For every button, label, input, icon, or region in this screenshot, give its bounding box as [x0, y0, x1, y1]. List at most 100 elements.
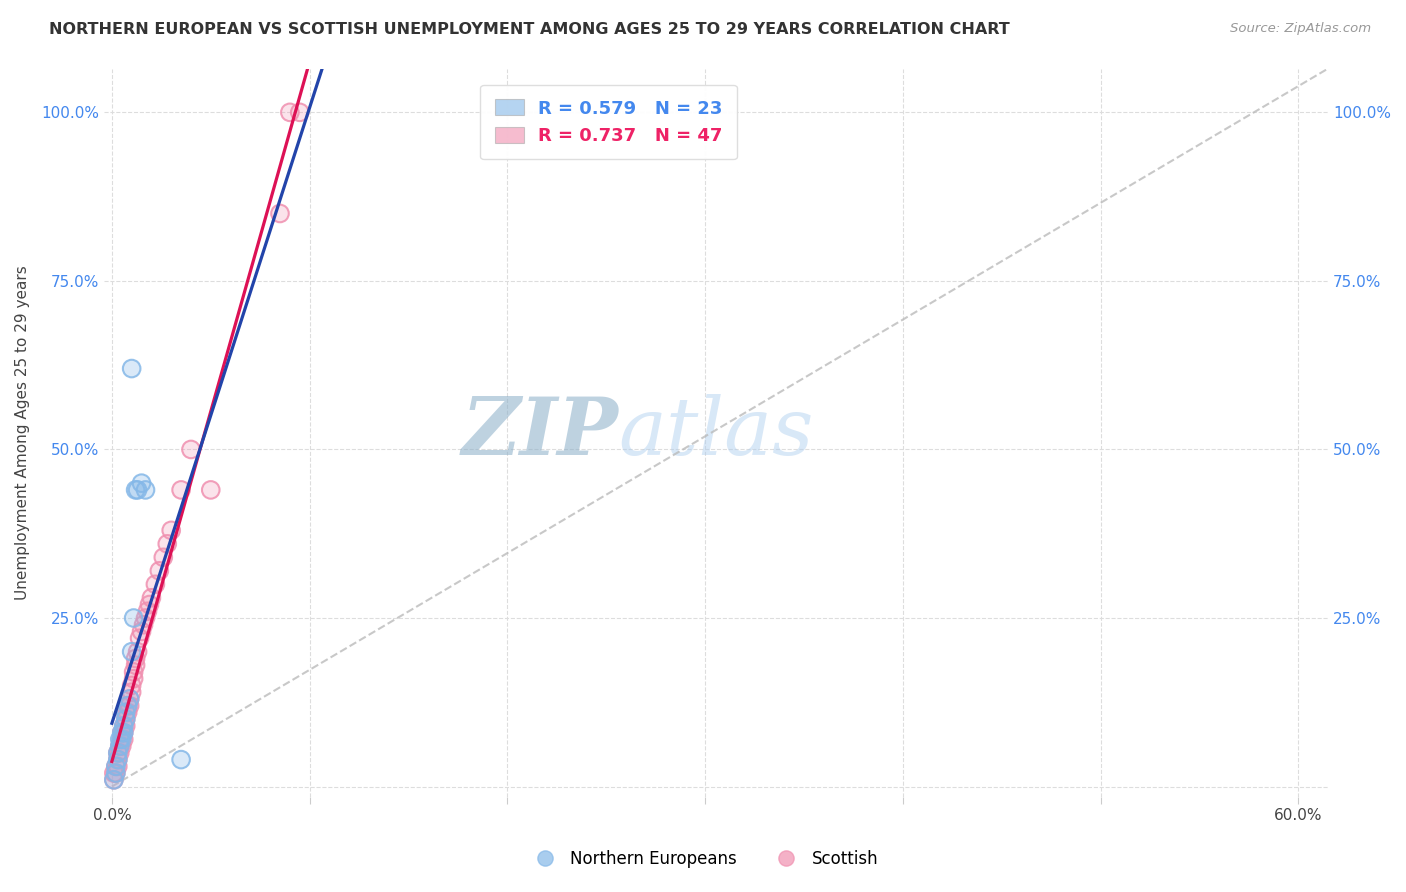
Point [124, 483, 146, 497]
Point [121, 678, 143, 692]
Point [121, 678, 143, 692]
Point [148, 564, 170, 578]
Point [107, 759, 129, 773]
Point [128, 632, 150, 646]
Point [111, 739, 134, 753]
Point [128, 632, 150, 646]
Point [112, 732, 135, 747]
Point [114, 712, 136, 726]
Point [170, 483, 193, 497]
Point [117, 698, 139, 713]
Point [160, 524, 183, 538]
Point [131, 476, 153, 491]
Point [180, 442, 202, 457]
Point [200, 483, 222, 497]
Point [134, 611, 156, 625]
Point [103, 766, 125, 780]
Point [112, 719, 135, 733]
Point [122, 665, 145, 679]
Point [127, 645, 149, 659]
Point [117, 698, 139, 713]
Point [288, 105, 311, 120]
Point [141, 591, 163, 605]
Point [108, 739, 131, 753]
Point [132, 617, 155, 632]
Point [138, 598, 160, 612]
Point [104, 759, 127, 773]
Point [107, 759, 129, 773]
Point [278, 105, 301, 120]
Point [114, 719, 136, 733]
Point [278, 105, 301, 120]
Point [114, 706, 136, 720]
Point [104, 766, 127, 780]
Point [152, 550, 174, 565]
Point [118, 692, 141, 706]
Point [200, 483, 222, 497]
Point [112, 719, 135, 733]
Point [112, 719, 135, 733]
Point [114, 719, 136, 733]
Point [108, 746, 131, 760]
Point [118, 692, 141, 706]
Point [134, 483, 156, 497]
Point [111, 732, 134, 747]
Point [112, 719, 135, 733]
Point [111, 725, 134, 739]
Point [118, 692, 141, 706]
Point [131, 624, 153, 639]
Point [117, 706, 139, 720]
Point [122, 672, 145, 686]
Legend: Northern Europeans, Scottish: Northern Europeans, Scottish [522, 844, 884, 875]
Point [104, 759, 127, 773]
Point [136, 604, 159, 618]
Point [107, 753, 129, 767]
Point [114, 706, 136, 720]
Point [108, 739, 131, 753]
Point [121, 361, 143, 376]
Point [121, 685, 143, 699]
Point [112, 725, 135, 739]
Point [160, 524, 183, 538]
Point [111, 739, 134, 753]
Point [121, 361, 143, 376]
Point [121, 645, 143, 659]
Point [124, 651, 146, 665]
Point [124, 483, 146, 497]
Point [269, 206, 291, 220]
Point [108, 739, 131, 753]
Point [103, 772, 125, 787]
Point [136, 604, 159, 618]
Point [112, 725, 135, 739]
Point [131, 476, 153, 491]
Point [122, 672, 145, 686]
Point [131, 624, 153, 639]
Point [121, 645, 143, 659]
Point [124, 658, 146, 673]
Point [111, 732, 134, 747]
Point [121, 685, 143, 699]
Point [124, 651, 146, 665]
Point [114, 706, 136, 720]
Point [112, 725, 135, 739]
Point [104, 759, 127, 773]
Point [127, 645, 149, 659]
Point [107, 753, 129, 767]
Point [112, 732, 135, 747]
Point [107, 753, 129, 767]
Point [107, 746, 129, 760]
Point [127, 483, 149, 497]
Point [107, 746, 129, 760]
Point [104, 766, 127, 780]
Legend: R = 0.579   N = 23, R = 0.737   N = 47: R = 0.579 N = 23, R = 0.737 N = 47 [481, 85, 737, 160]
Point [122, 611, 145, 625]
Point [148, 564, 170, 578]
Point [112, 725, 135, 739]
Point [288, 105, 311, 120]
Point [127, 483, 149, 497]
Y-axis label: Unemployment Among Ages 25 to 29 years: Unemployment Among Ages 25 to 29 years [15, 265, 30, 600]
Point [269, 206, 291, 220]
Point [104, 766, 127, 780]
Point [114, 706, 136, 720]
Point [180, 442, 202, 457]
